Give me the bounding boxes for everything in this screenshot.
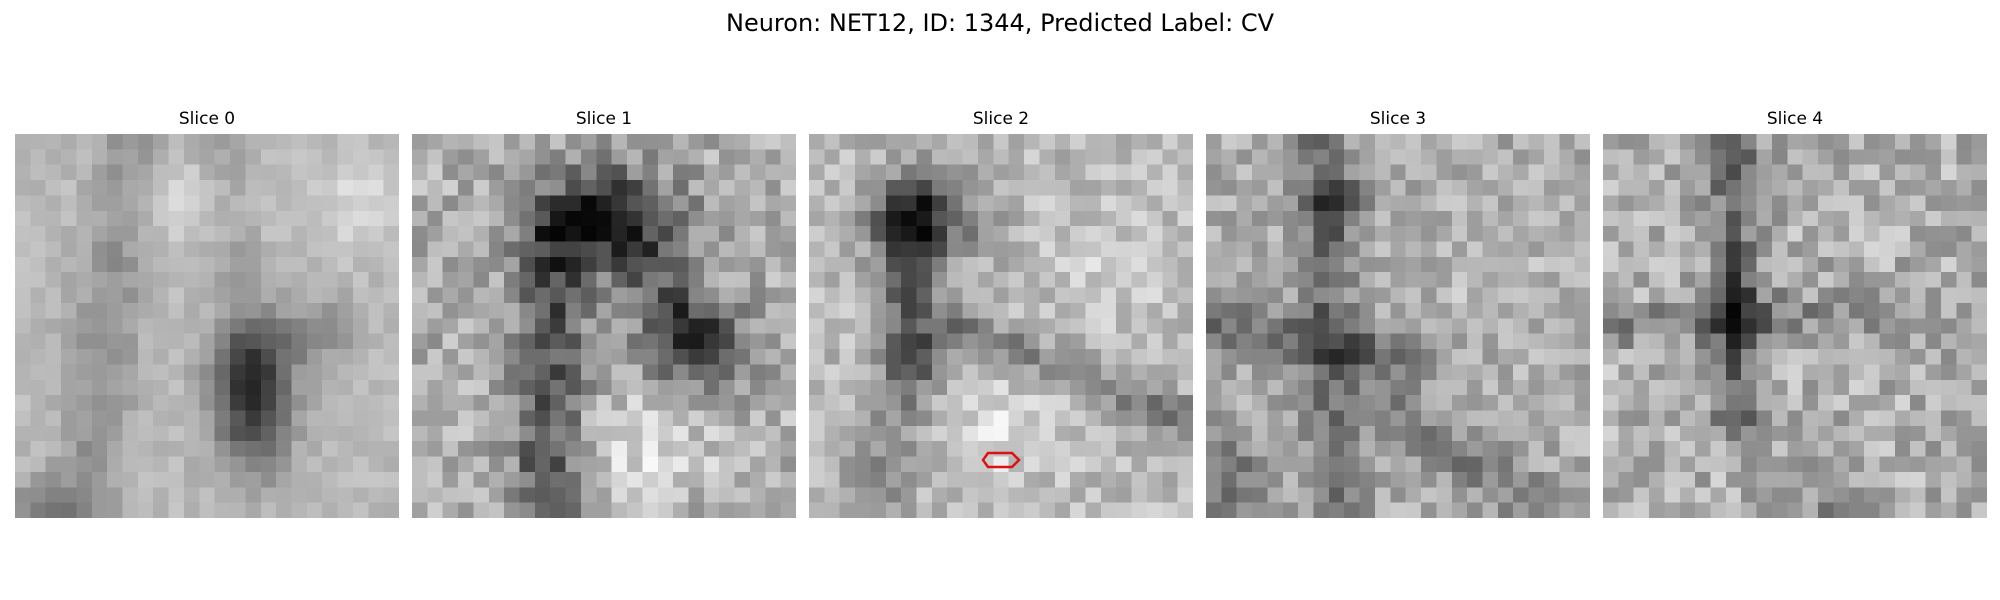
slice-title: Slice 0 bbox=[178, 109, 236, 129]
slice-panel-3: Slice 3 bbox=[1206, 108, 1590, 520]
slice-image bbox=[15, 134, 399, 518]
roi-outline bbox=[981, 451, 1021, 469]
slice-title: Slice 1 bbox=[575, 109, 633, 129]
slice-title: Slice 4 bbox=[1766, 109, 1824, 129]
slice-image bbox=[412, 134, 796, 518]
slice-panel-1: Slice 1 bbox=[412, 108, 796, 520]
slice-panel-4: Slice 4 bbox=[1603, 108, 1987, 520]
figure-title: Neuron: NET12, ID: 1344, Predicted Label… bbox=[726, 9, 1274, 37]
slice-image bbox=[1206, 134, 1590, 518]
slice-image bbox=[1603, 134, 1987, 518]
slice-panel-0: Slice 0 bbox=[15, 108, 399, 520]
roi-marker bbox=[981, 451, 1021, 469]
slice-panel-2: Slice 2 bbox=[809, 108, 1193, 520]
slice-title: Slice 3 bbox=[1369, 109, 1427, 129]
slice-title: Slice 2 bbox=[972, 109, 1030, 129]
